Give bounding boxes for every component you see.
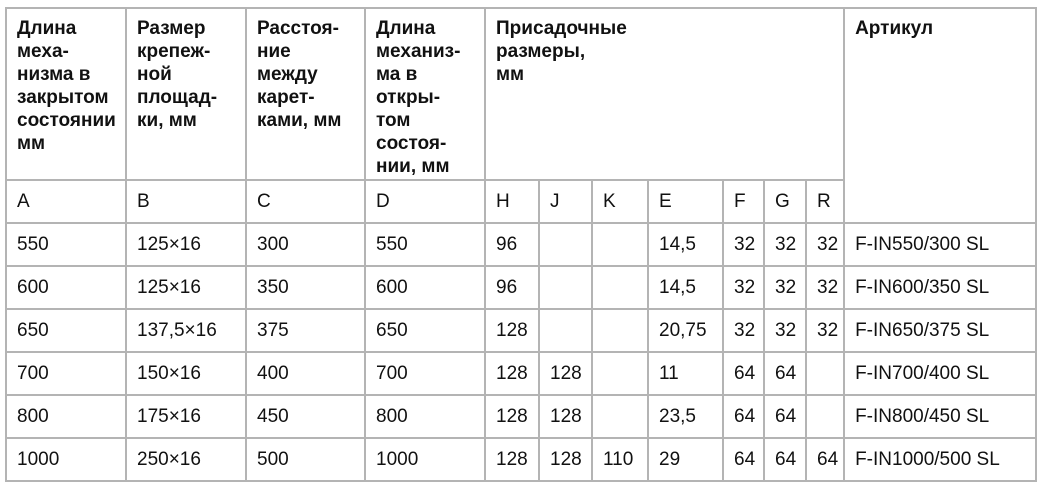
table-cell: 350 xyxy=(245,265,366,310)
table-row: 1000 250×16 500 1000 128 128 110 29 64 64 64 F-IN10… xyxy=(5,437,1038,482)
table-cell: 300 xyxy=(245,222,366,267)
column-letter: A xyxy=(5,179,127,224)
article-cell: F-IN650/375 SL xyxy=(843,308,1038,353)
table-row: 700 150×16 400 700 128 128 11 64 64 F-IN700/400 S… xyxy=(5,351,1038,396)
article-cell: F-IN600/350 SL xyxy=(843,265,1038,310)
table-cell: 125×16 xyxy=(125,265,247,310)
table-cell: 14,5 xyxy=(647,222,724,267)
table-cell: 128 xyxy=(538,351,593,396)
table-cell xyxy=(591,265,649,310)
table-cell: 128 xyxy=(484,437,540,482)
table-cell xyxy=(591,394,649,439)
table-row: 550 125×16 300 550 96 14,5 32 32 32 F-IN550/300 S… xyxy=(5,222,1038,267)
table-cell xyxy=(591,351,649,396)
header-length-closed: Длина меха- низма в закрытом состоянии м… xyxy=(5,7,127,181)
table-cell: 32 xyxy=(763,265,807,310)
table-cell: 32 xyxy=(763,222,807,267)
specs-table: Длина меха- низма в закрытом состоянии м… xyxy=(5,7,1038,482)
article-cell: F-IN550/300 SL xyxy=(843,222,1038,267)
table-row: 800 175×16 450 800 128 128 23,5 64 64 F-IN800/450… xyxy=(5,394,1038,439)
column-letter: H xyxy=(484,179,540,224)
table-cell: 375 xyxy=(245,308,366,353)
table-cell xyxy=(591,308,649,353)
table-cell: 700 xyxy=(364,351,486,396)
table-cell: 32 xyxy=(722,222,765,267)
table-cell: 20,75 xyxy=(647,308,724,353)
table-cell: 500 xyxy=(245,437,366,482)
table-cell: 32 xyxy=(804,308,846,353)
table-cell: 128 xyxy=(484,351,540,396)
header-fitting-dims: Присадочные размеры, мм xyxy=(483,7,846,181)
table-cell: 150×16 xyxy=(125,351,247,396)
table-cell: 800 xyxy=(5,394,127,439)
table-cell: 137,5×16 xyxy=(125,308,247,353)
header-article: Артикул xyxy=(843,7,1038,224)
column-letter: K xyxy=(591,179,649,224)
table-cell: 250×16 xyxy=(125,437,247,482)
table-cell: 64 xyxy=(722,351,765,396)
table-cell: 700 xyxy=(5,351,127,396)
table-cell: 400 xyxy=(245,351,366,396)
table-cell: 600 xyxy=(364,265,486,310)
table-row: 650 137,5×16 375 650 128 20,75 32 32 32 F-IN650/3… xyxy=(5,308,1038,353)
table-cell: 650 xyxy=(5,308,127,353)
table-row: 600 125×16 350 600 96 14,5 32 32 32 F-IN600/350 S… xyxy=(5,265,1038,310)
table-cell: 11 xyxy=(647,351,724,396)
table-cell: 800 xyxy=(364,394,486,439)
table-cell: 23,5 xyxy=(647,394,724,439)
table-cell xyxy=(804,394,846,439)
table-cell: 550 xyxy=(5,222,127,267)
article-cell: F-IN800/450 SL xyxy=(843,394,1038,439)
table-cell: 64 xyxy=(763,437,807,482)
table-cell: 32 xyxy=(804,265,846,310)
table-cell: 64 xyxy=(722,394,765,439)
table-cell: 128 xyxy=(538,437,593,482)
table-cell: 128 xyxy=(538,394,593,439)
table-cell xyxy=(538,222,593,267)
table-cell: 29 xyxy=(647,437,724,482)
article-cell: F-IN700/400 SL xyxy=(843,351,1038,396)
table-cell: 96 xyxy=(484,265,540,310)
table-cell: 175×16 xyxy=(125,394,247,439)
table-cell: 128 xyxy=(484,308,540,353)
table-cell: 128 xyxy=(484,394,540,439)
table-cell: 1000 xyxy=(5,437,127,482)
table-cell xyxy=(538,265,593,310)
column-letter: C xyxy=(245,179,366,224)
table-cell: 64 xyxy=(722,437,765,482)
table-cell: 14,5 xyxy=(647,265,724,310)
table-cell: 550 xyxy=(364,222,486,267)
table-cell: 32 xyxy=(763,308,807,353)
article-cell: F-IN1000/500 SL xyxy=(843,437,1038,482)
table-cell: 32 xyxy=(722,308,765,353)
header-row: Длина меха- низма в закрытом состоянии м… xyxy=(5,7,1038,224)
table-cell: 650 xyxy=(364,308,486,353)
header-length-open: Длина механиз- ма в откры- том состоя- н… xyxy=(364,7,486,181)
column-letter: E xyxy=(647,179,724,224)
column-letter: F xyxy=(722,179,765,224)
column-letter: R xyxy=(804,179,846,224)
table-cell: 450 xyxy=(245,394,366,439)
table-cell: 1000 xyxy=(364,437,486,482)
table-cell: 64 xyxy=(763,351,807,396)
table-cell: 125×16 xyxy=(125,222,247,267)
table-cell: 32 xyxy=(804,222,846,267)
table-cell xyxy=(538,308,593,353)
table-cell: 64 xyxy=(763,394,807,439)
table-cell: 110 xyxy=(591,437,649,482)
column-letter: B xyxy=(125,179,247,224)
table-cell: 96 xyxy=(484,222,540,267)
column-letter: D xyxy=(364,179,486,224)
table-cell xyxy=(591,222,649,267)
header-carriage-distance: Расстоя- ние между карет- ками, мм xyxy=(245,7,366,181)
header-mount-size: Размер крепеж- ной площад- ки, мм xyxy=(125,7,247,181)
table-cell: 32 xyxy=(722,265,765,310)
column-letter: J xyxy=(538,179,593,224)
table-cell: 600 xyxy=(5,265,127,310)
table-cell: 64 xyxy=(804,437,846,482)
table-cell xyxy=(804,351,846,396)
column-letter: G xyxy=(763,179,807,224)
